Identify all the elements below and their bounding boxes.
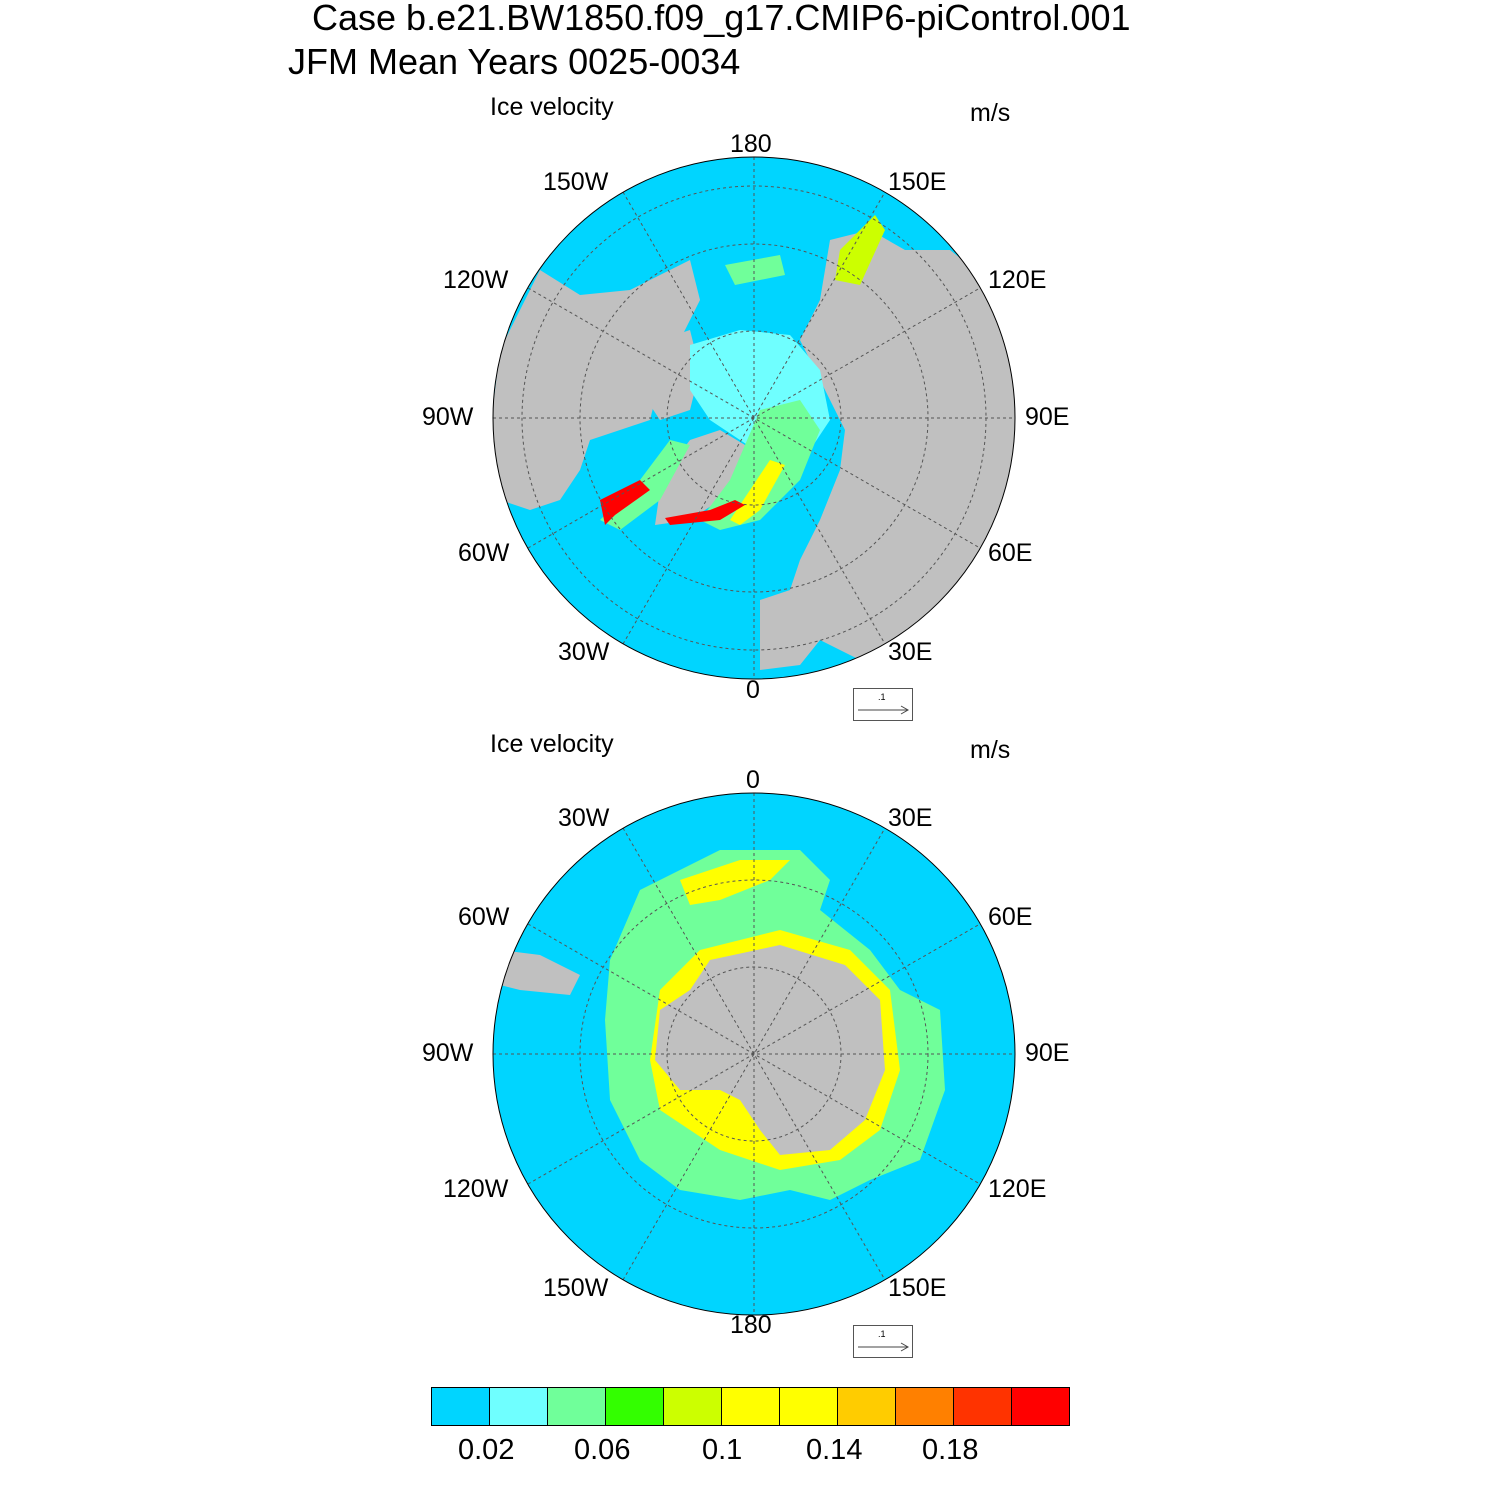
south-weddell-fast [680, 860, 790, 905]
south-lon-label-120e: 120E [988, 1175, 1047, 1203]
south-polar-map [493, 793, 1015, 1315]
south-lon-label-150e: 150E [888, 1274, 947, 1302]
colorbar-swatch [1011, 1387, 1070, 1426]
south-map-border [492, 792, 1016, 1316]
north-lon-label-120e: 120E [988, 266, 1047, 294]
south-reference-vector-box: .1 [853, 1325, 913, 1358]
south-lon-label-60e: 60E [988, 903, 1033, 931]
south-lon-label-0: 0 [746, 766, 760, 794]
north-map-border [492, 156, 1016, 680]
north-okhotsk-ice [835, 215, 885, 285]
colorbar-label-0-1: 0.1 [702, 1434, 743, 1466]
colorbar-swatch [547, 1387, 606, 1426]
north-lon-label-150w: 150W [543, 168, 609, 196]
north-land-greenland [655, 430, 745, 525]
north-panel-units: m/s [970, 99, 1011, 127]
north-land-archipelago [640, 330, 700, 420]
north-fram-strait-core [730, 460, 785, 525]
colorbar-swatch [779, 1387, 838, 1426]
north-lon-label-180: 180 [730, 130, 772, 158]
south-reference-vector-label: .1 [878, 1329, 886, 1339]
south-lon-label-120w: 120W [443, 1175, 509, 1203]
colorbar-label-0-06: 0.06 [574, 1434, 631, 1466]
south-lon-label-30w: 30W [558, 804, 610, 832]
colorbar-swatch [489, 1387, 548, 1426]
north-bering-ice [725, 255, 785, 285]
north-lon-label-0: 0 [746, 676, 760, 704]
north-fram-strait-band [700, 400, 820, 530]
north-land-eurasia [760, 230, 1015, 670]
north-lon-label-30e: 30E [888, 638, 933, 666]
colorbar-swatch [431, 1387, 490, 1426]
figure-title-period: JFM Mean Years 0025-0034 [288, 41, 741, 82]
south-reference-arrow [858, 1342, 910, 1352]
north-land-america [493, 260, 700, 510]
colorbar-swatch [605, 1387, 664, 1426]
colorbar-swatch [721, 1387, 780, 1426]
north-reference-vector-label: .1 [878, 692, 886, 702]
south-lon-label-90e: 90E [1025, 1039, 1070, 1067]
colorbar-label-0-02: 0.02 [458, 1434, 515, 1466]
south-panel-units: m/s [970, 736, 1011, 764]
north-polar-map [493, 157, 1015, 679]
south-land-south-america [500, 950, 580, 995]
south-lon-label-150w: 150W [543, 1274, 609, 1302]
north-lon-label-60w: 60W [458, 539, 510, 567]
south-lon-label-180: 180 [730, 1311, 772, 1339]
north-lon-label-120w: 120W [443, 266, 509, 294]
north-lon-label-30w: 30W [558, 638, 610, 666]
colorbar-swatch [663, 1387, 722, 1426]
north-east-greenland-fast [665, 500, 745, 525]
north-reference-vector-box: .1 [853, 688, 913, 721]
colorbar-swatch [837, 1387, 896, 1426]
south-panel-label: Ice velocity [490, 730, 614, 758]
north-lon-label-90w: 90W [422, 403, 474, 431]
figure-title-case: Case b.e21.BW1850.f09_g17.CMIP6-piContro… [312, 0, 1131, 38]
south-lon-label-30e: 30E [888, 804, 933, 832]
north-lon-label-90e: 90E [1025, 403, 1070, 431]
colorbar-label-0-14: 0.14 [806, 1434, 863, 1466]
south-lon-label-60w: 60W [458, 903, 510, 931]
south-lon-label-90w: 90W [422, 1039, 474, 1067]
south-land-antarctica [655, 945, 885, 1155]
north-lon-label-150e: 150E [888, 168, 947, 196]
north-lon-label-60e: 60E [988, 539, 1033, 567]
colorbar-label-0-18: 0.18 [922, 1434, 979, 1466]
colorbar-swatch [895, 1387, 954, 1426]
colorbar-swatch [953, 1387, 1012, 1426]
north-labrador-fast [600, 480, 650, 525]
north-reference-arrow [858, 705, 910, 715]
north-panel-label: Ice velocity [490, 93, 614, 121]
